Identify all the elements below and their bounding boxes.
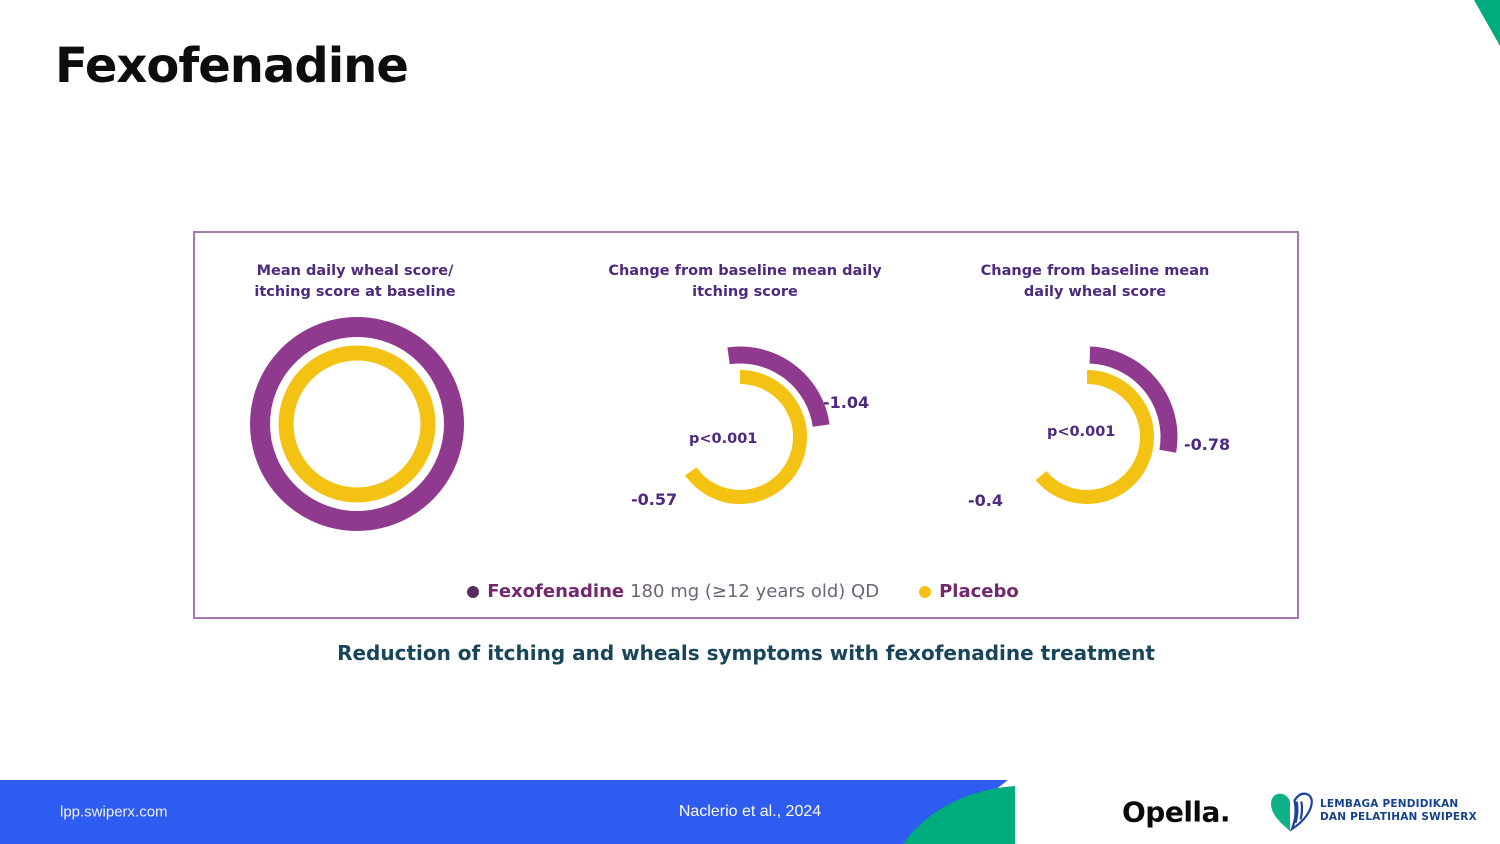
itching-placebo-value: -0.57 [631, 490, 678, 509]
legend: Fexofenadine 180 mg (≥12 years old) QD P… [195, 581, 1297, 602]
panel-itching-title: Change from baseline mean daily itching … [595, 261, 895, 303]
footer-citation: Naclerio et al., 2024 [678, 803, 822, 820]
wheal-gauge-chart [1035, 346, 1178, 504]
panel-wheal-title: Change from baseline mean daily wheal sc… [940, 261, 1250, 303]
lpp-org-line2: DAN PELATIHAN SWIPERX [1320, 811, 1477, 823]
panel-baseline-title: Mean daily wheal score/ itching score at… [210, 261, 500, 303]
itching-p-value: p<0.001 [689, 431, 758, 447]
lpp-org-line1: LEMBAGA PENDIDIKAN [1320, 798, 1459, 810]
corner-accent-shape [1474, 0, 1500, 46]
wheal-p-value: p<0.001 [1047, 424, 1116, 440]
panel-baseline-title-line2: itching score at baseline [254, 284, 456, 300]
wheal-gauge-graphic: -0.78 p<0.001 -0.4 [940, 309, 1250, 564]
fexofenadine-dot-icon [467, 585, 480, 598]
lpp-org-name: LEMBAGA PENDIDIKAN DAN PELATIHAN SWIPERX [1320, 798, 1477, 824]
page-title: Fexofenadine [55, 38, 409, 94]
itching-gauge-graphic: -1.04 p<0.001 -0.57 [595, 309, 895, 564]
legend-placebo-label: Placebo [939, 581, 1019, 602]
panel-wheal-title-line2: daily wheal score [1023, 284, 1167, 300]
placebo-dot-icon [919, 585, 932, 598]
panel-itching-title-line2: itching score [692, 284, 798, 300]
legend-fexofenadine-label: Fexofenadine [487, 581, 625, 602]
footer-url: lpp.swiperx.com [60, 803, 168, 821]
panel-itching: Change from baseline mean daily itching … [595, 261, 895, 591]
itching-gauge-chart [685, 346, 830, 504]
figure-panel: Mean daily wheal score/ itching score at… [193, 231, 1299, 619]
footer-accent-shape [903, 786, 1015, 844]
lpp-heart-logo-icon [1271, 792, 1313, 832]
baseline-rings-chart [250, 317, 464, 531]
panel-wheal-title-line1: Change from baseline mean [980, 263, 1210, 279]
footer-bar [0, 780, 1008, 844]
baseline-donut-graphic [210, 309, 500, 564]
panel-baseline-title-line1: Mean daily wheal score/ [256, 263, 454, 279]
itching-fexofenadine-value: -1.04 [823, 393, 870, 412]
panel-itching-title-line1: Change from baseline mean daily [608, 263, 882, 279]
opella-logo: Opella. [1122, 795, 1231, 829]
legend-fexofenadine-detail: 180 mg (≥12 years old) QD [630, 581, 880, 602]
footer: lpp.swiperx.com Naclerio et al., 2024 Op… [0, 780, 1500, 844]
wheal-placebo-value: -0.4 [968, 491, 1003, 510]
panel-wheal: Change from baseline mean daily wheal sc… [940, 261, 1250, 591]
figure-caption: Reduction of itching and wheals symptoms… [337, 641, 1155, 665]
wheal-fexofenadine-value: -0.78 [1184, 435, 1231, 454]
panel-baseline: Mean daily wheal score/ itching score at… [210, 261, 500, 591]
